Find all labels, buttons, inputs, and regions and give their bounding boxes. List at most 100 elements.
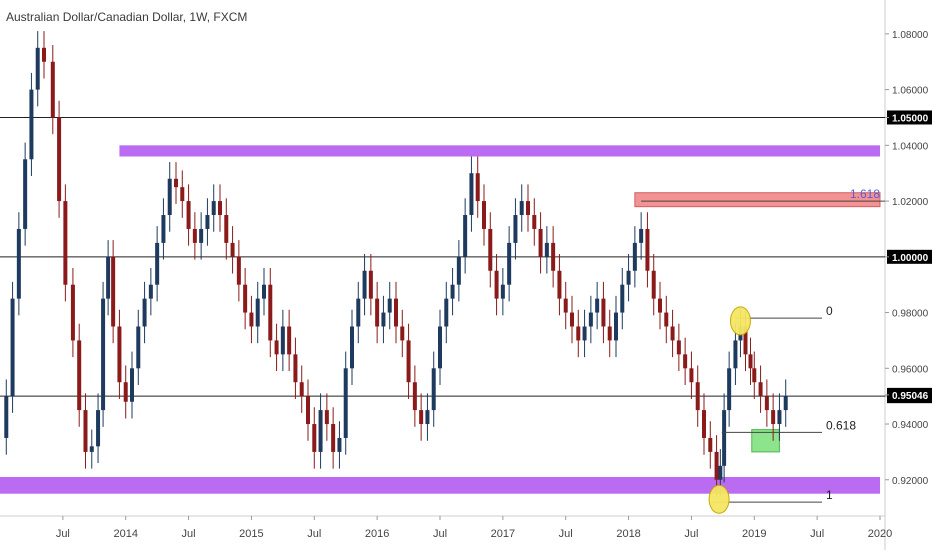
candle-body-28: [174, 178, 178, 188]
candle-body-116: [722, 410, 727, 466]
candle-body-39: [243, 284, 248, 313]
candle-body-84: [526, 201, 530, 216]
candle-body-26: [161, 215, 166, 243]
y-tick-label-4: 0.96000: [892, 364, 929, 375]
y-tick-label-1: 0.94000: [892, 420, 929, 431]
candle-body-45: [280, 326, 285, 355]
candle-body-121: [748, 354, 753, 369]
candle-body-60: [375, 298, 380, 327]
price-box-0.95046: [887, 387, 932, 402]
candle-body-62: [387, 298, 392, 313]
candle-body-105: [658, 298, 662, 313]
candle-body-77: [482, 201, 486, 229]
candle-body-51: [318, 410, 323, 452]
x-tick-label-5: 2016: [365, 528, 389, 540]
candle-body-78: [488, 228, 493, 271]
x-tick-label-2: Jul: [182, 528, 196, 540]
candle-body-31: [192, 228, 197, 243]
candle-body-123: [758, 382, 763, 397]
candle-body-22: [136, 326, 141, 369]
marker-swing-low: [708, 484, 730, 514]
candle-body-38: [236, 256, 241, 285]
candle-body-37: [230, 242, 235, 257]
candle-body-9: [57, 117, 62, 202]
candle-body-7: [42, 47, 46, 62]
candle-body-117: [727, 368, 732, 411]
x-tick-label-9: 2018: [616, 528, 640, 540]
zone-red-2: [634, 192, 881, 208]
candle-body-54: [337, 437, 342, 452]
candle-body-91: [570, 312, 574, 327]
candle-body-108: [676, 340, 681, 355]
y-tick-label-10: 1.06000: [892, 86, 929, 97]
candle-body-76: [475, 173, 480, 202]
candle-body-41: [255, 298, 260, 327]
plot-area: [0, 6, 885, 516]
candle-body-94: [588, 312, 593, 327]
y-tick-label-6: 1.00000: [892, 253, 929, 264]
candle-body-88: [551, 242, 556, 271]
candle-body-48: [299, 382, 304, 397]
candle-body-111: [695, 382, 700, 411]
candle-body-35: [218, 201, 222, 216]
candle-body-104: [651, 270, 656, 299]
candle-body-17: [106, 256, 111, 299]
candle-body-113: [708, 437, 713, 452]
candle-body-63: [394, 298, 398, 327]
candle-body-42: [262, 284, 266, 299]
candle-body-4: [23, 159, 28, 229]
candle-body-107: [670, 326, 675, 341]
candle-body-64: [400, 326, 405, 341]
candle-body-112: [702, 410, 706, 438]
x-tick-label-1: 2014: [113, 528, 137, 540]
candle-body-65: [406, 340, 411, 383]
y-tick-label-3: 0.95046: [892, 391, 929, 402]
candle-body-3: [16, 228, 21, 299]
candle-body-2: [10, 298, 15, 397]
candle-body-74: [463, 215, 468, 257]
candle-body-127: [783, 396, 788, 411]
candle-body-69: [431, 368, 436, 411]
candle-body-118: [733, 340, 738, 369]
candle-body-61: [381, 312, 386, 327]
candle-body-126: [777, 410, 782, 425]
fib-label-0: 0: [826, 304, 833, 318]
candle-body-95: [595, 298, 600, 313]
x-tick-label-11: 2019: [742, 528, 766, 540]
candle-body-47: [293, 354, 298, 383]
candle-body-87: [544, 242, 549, 257]
candle-body-13: [83, 410, 88, 452]
candle-body-20: [123, 382, 128, 402]
candle-body-70: [438, 326, 442, 369]
candle-body-30: [186, 201, 191, 229]
candle-body-92: [576, 326, 581, 341]
candle-body-23: [142, 298, 147, 327]
candle-body-21: [130, 368, 134, 402]
candle-body-75: [469, 173, 474, 216]
candle-body-98: [614, 312, 618, 341]
candle-body-93: [582, 326, 587, 341]
candle-body-14: [89, 446, 94, 452]
candle-body-68: [425, 410, 430, 425]
y-tick-label-0: 0.92000: [892, 476, 929, 487]
candle-body-25: [155, 242, 160, 285]
candle-body-80: [500, 284, 505, 299]
candle-body-96: [601, 298, 606, 327]
candle-body-16: [101, 298, 106, 411]
candle-body-5: [29, 89, 34, 160]
candle-body-40: [249, 312, 254, 327]
candle-body-36: [224, 215, 229, 243]
candle-body-72: [450, 284, 455, 299]
candle-body-79: [494, 270, 499, 299]
x-tick-label-4: Jul: [307, 528, 321, 540]
candle-body-10: [63, 201, 68, 285]
fib-label-1.618: 1.618: [850, 187, 880, 201]
candle-body-56: [350, 326, 354, 369]
candle-body-101: [632, 242, 637, 271]
candle-body-1: [4, 396, 9, 438]
candle-body-82: [513, 215, 518, 243]
candle-body-58: [362, 270, 367, 299]
candle-body-100: [626, 270, 631, 285]
